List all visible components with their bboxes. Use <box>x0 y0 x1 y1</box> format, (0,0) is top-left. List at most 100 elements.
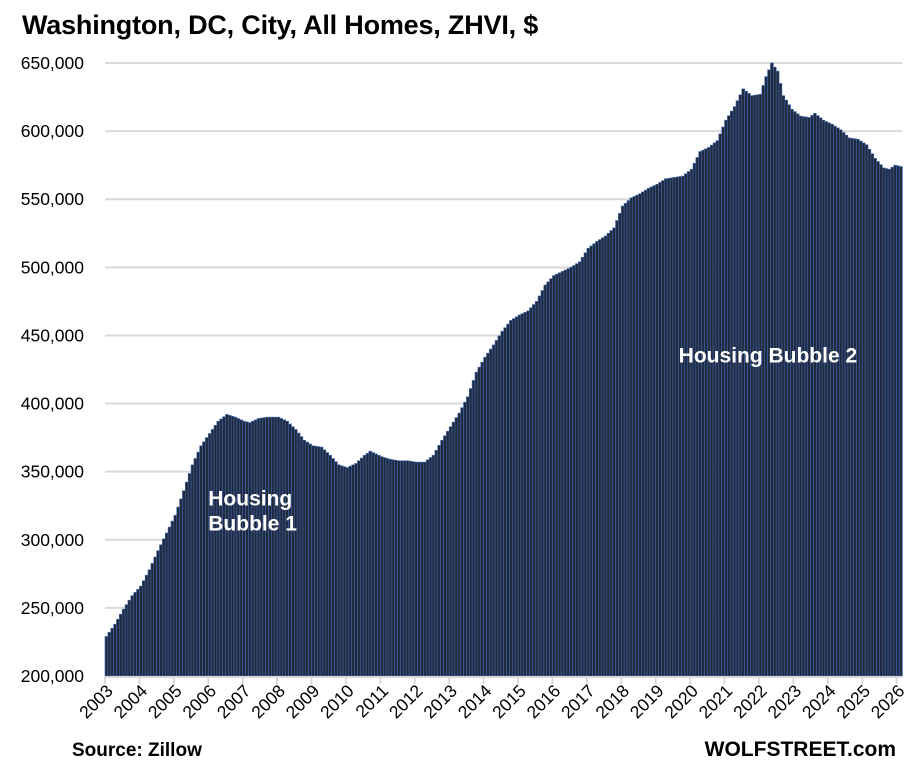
bar <box>879 164 883 677</box>
x-tick-label: 2007 <box>213 681 255 723</box>
bar <box>681 175 685 677</box>
bar <box>655 183 659 677</box>
bar <box>196 451 200 677</box>
bar <box>259 417 264 677</box>
bar <box>698 151 702 677</box>
bar <box>164 532 169 677</box>
bar <box>770 62 774 677</box>
bar <box>104 636 109 677</box>
bars <box>104 62 903 677</box>
bar <box>595 241 599 677</box>
bar <box>781 95 786 677</box>
bar <box>732 106 737 677</box>
bar <box>672 177 677 677</box>
bar <box>466 396 470 677</box>
y-tick-label: 450,000 <box>21 325 85 345</box>
x-tick-label: 2014 <box>454 681 496 723</box>
y-tick-label: 600,000 <box>21 121 85 141</box>
x-tick-label: 2015 <box>488 681 530 723</box>
bar <box>497 335 502 677</box>
bar <box>744 90 748 677</box>
bar <box>265 416 269 677</box>
x-tick-label: 2023 <box>764 681 806 723</box>
bar <box>506 323 510 677</box>
bar <box>144 574 149 677</box>
bar <box>457 412 461 677</box>
bar <box>159 544 163 677</box>
bar <box>268 416 272 677</box>
bar <box>830 124 834 677</box>
bar <box>787 104 791 677</box>
y-tick-label: 650,000 <box>21 53 85 73</box>
bar <box>199 445 203 677</box>
bar <box>225 414 229 677</box>
bar <box>704 148 708 677</box>
bar <box>328 455 332 677</box>
bar <box>767 69 771 677</box>
bar <box>153 556 157 677</box>
bar <box>560 271 565 677</box>
bar <box>311 445 315 677</box>
bar <box>873 158 877 677</box>
bar <box>692 163 697 677</box>
bar <box>827 122 831 677</box>
bar <box>572 265 576 677</box>
x-tick-label: 2011 <box>351 681 392 722</box>
bar <box>428 457 433 677</box>
bar <box>546 281 550 677</box>
bar <box>319 446 324 677</box>
bar <box>150 563 155 677</box>
bar <box>684 173 688 677</box>
annotation-label: Housing Bubble 2 <box>679 345 858 368</box>
bar <box>600 237 605 677</box>
x-tick-label: 2003 <box>75 681 117 723</box>
bar <box>649 186 654 677</box>
bar <box>775 70 780 677</box>
bar <box>431 455 436 677</box>
bar <box>798 115 803 677</box>
bar <box>540 290 545 677</box>
bar <box>577 261 582 677</box>
bar <box>242 420 246 677</box>
bar <box>162 538 166 677</box>
bar <box>534 301 539 677</box>
bar <box>850 138 854 677</box>
bar <box>632 196 636 677</box>
bar <box>316 446 321 677</box>
bar <box>460 407 464 677</box>
bar <box>296 432 301 677</box>
bar <box>761 85 766 677</box>
bar <box>801 116 806 677</box>
bar <box>664 178 668 677</box>
x-tick-label: 2016 <box>523 681 565 723</box>
bar <box>729 110 734 677</box>
bar <box>245 421 249 677</box>
bar <box>477 366 482 677</box>
bar <box>750 95 754 677</box>
annotation-label: Bubble 1 <box>208 513 297 536</box>
bar <box>890 166 895 677</box>
bar <box>374 453 378 677</box>
bar <box>411 461 416 677</box>
bar <box>489 348 493 677</box>
bar <box>689 168 694 677</box>
bar <box>116 618 120 677</box>
y-tick-label: 350,000 <box>21 462 85 482</box>
bar <box>256 418 261 677</box>
x-tick-label: 2004 <box>110 681 152 723</box>
bar <box>362 455 367 677</box>
bar <box>592 243 596 677</box>
bar <box>615 220 619 677</box>
bar <box>322 449 327 677</box>
x-tick-label: 2020 <box>660 681 702 723</box>
bar <box>678 176 682 677</box>
bar <box>130 595 134 677</box>
bar <box>345 467 350 677</box>
bar <box>357 460 361 677</box>
bar <box>248 422 252 677</box>
bar <box>468 388 473 677</box>
bar <box>612 227 616 677</box>
bar <box>228 415 232 677</box>
bar <box>176 506 180 677</box>
bar <box>844 134 849 677</box>
